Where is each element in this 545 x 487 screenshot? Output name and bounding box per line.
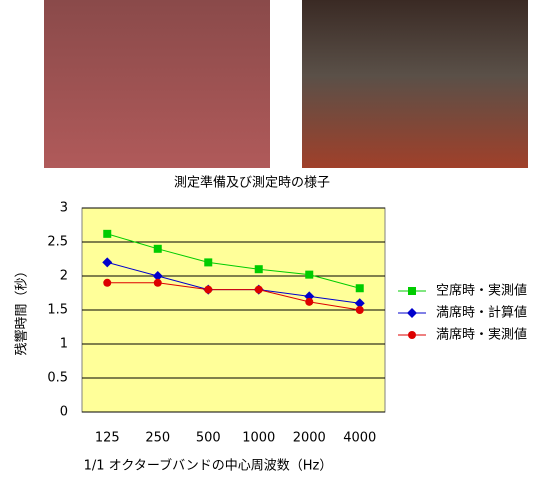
data-point (355, 306, 364, 314)
y-tick-label: 1 (60, 337, 68, 352)
x-axis-title: 1/1 オクターブバンドの中心周波数（Hz） (84, 458, 333, 474)
data-point (355, 284, 364, 293)
y-axis-title: 残響時間（秒） (14, 264, 30, 355)
series-line (107, 282, 360, 311)
data-point (103, 278, 112, 287)
data-point (204, 285, 213, 294)
x-tick-label: 500 (196, 431, 221, 446)
legend-marker (408, 287, 416, 295)
data-point (103, 229, 112, 238)
data-point (305, 297, 314, 306)
x-tick-label: 4000 (343, 431, 376, 446)
x-tick-label: 250 (145, 431, 170, 446)
photo-measurement (302, 0, 528, 168)
series-line (107, 233, 360, 289)
data-point (254, 285, 263, 294)
data-point (102, 257, 113, 268)
x-tick-label: 125 (95, 431, 120, 446)
y-tick-label: 1.5 (47, 303, 68, 318)
legend-marker (408, 331, 416, 339)
legend-label: 満席時・計算値 (436, 305, 527, 321)
y-tick-label: 2 (60, 269, 68, 284)
x-tick-label: 1000 (242, 431, 275, 446)
x-tick-label: 2000 (293, 431, 326, 446)
y-tick-label: 2.5 (47, 235, 68, 250)
y-tick-label: 0.5 (47, 371, 68, 386)
photo-preparation (44, 0, 270, 168)
data-point (153, 244, 162, 253)
data-point (153, 278, 162, 287)
legend-marker (407, 308, 417, 318)
data-point (152, 271, 163, 281)
legend-label: 満席時・実測値 (436, 327, 527, 343)
y-tick-label: 0 (60, 405, 68, 420)
legend-label: 空席時・実測値 (436, 283, 527, 299)
caption: 測定準備及び測定時の様子 (174, 175, 330, 191)
data-point (354, 298, 365, 309)
y-tick-label: 3 (60, 201, 68, 216)
data-point (204, 258, 213, 267)
data-point (254, 265, 263, 274)
data-point (305, 270, 314, 279)
